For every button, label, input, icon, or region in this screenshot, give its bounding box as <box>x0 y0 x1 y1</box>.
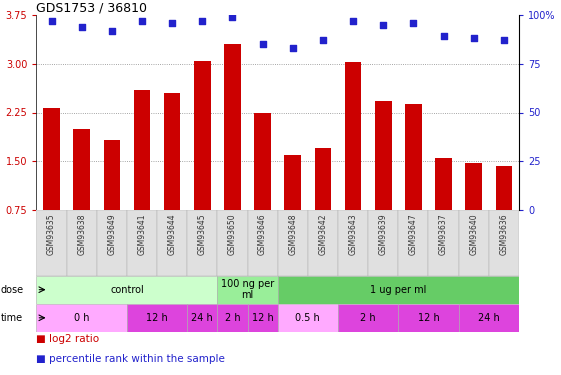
Text: 12 h: 12 h <box>146 313 168 323</box>
Text: GSM93637: GSM93637 <box>439 213 448 255</box>
Bar <box>254 112 271 210</box>
Point <box>319 38 328 44</box>
Point <box>47 18 56 24</box>
Text: GSM93641: GSM93641 <box>137 213 146 255</box>
Bar <box>164 93 181 210</box>
Bar <box>345 63 361 210</box>
Text: GSM93644: GSM93644 <box>168 213 177 255</box>
Bar <box>284 155 301 210</box>
Text: GSM93635: GSM93635 <box>47 213 56 255</box>
Bar <box>278 276 519 304</box>
Bar <box>218 276 278 304</box>
Bar <box>36 304 127 332</box>
Point <box>228 14 237 20</box>
Bar <box>134 90 150 210</box>
Text: 0 h: 0 h <box>74 313 89 323</box>
Text: 24 h: 24 h <box>478 313 500 323</box>
Point <box>77 24 86 30</box>
Text: control: control <box>110 285 144 295</box>
Text: 12 h: 12 h <box>417 313 439 323</box>
Text: GSM93640: GSM93640 <box>469 213 478 255</box>
Text: 24 h: 24 h <box>191 313 213 323</box>
Point <box>288 45 297 51</box>
Text: 0.5 h: 0.5 h <box>296 313 320 323</box>
Text: GSM93648: GSM93648 <box>288 213 297 255</box>
Bar <box>308 210 338 276</box>
Text: GSM93650: GSM93650 <box>228 213 237 255</box>
Point <box>439 33 448 39</box>
Bar <box>194 60 210 210</box>
Bar <box>157 210 187 276</box>
Bar <box>315 148 331 210</box>
Bar <box>368 210 398 276</box>
Bar <box>398 304 459 332</box>
Bar <box>104 141 120 210</box>
Text: 1 ug per ml: 1 ug per ml <box>370 285 426 295</box>
Text: 2 h: 2 h <box>360 313 376 323</box>
Bar <box>67 210 97 276</box>
Text: 2 h: 2 h <box>224 313 240 323</box>
Text: 100 ng per
ml: 100 ng per ml <box>221 279 274 300</box>
Bar <box>43 108 60 210</box>
Bar <box>247 210 278 276</box>
Text: GSM93645: GSM93645 <box>198 213 207 255</box>
Point <box>107 28 116 34</box>
Bar <box>405 104 422 210</box>
Text: GSM93646: GSM93646 <box>258 213 267 255</box>
Text: GDS1753 / 36810: GDS1753 / 36810 <box>36 2 148 15</box>
Bar <box>187 304 218 332</box>
Bar <box>218 210 247 276</box>
Point <box>168 20 177 26</box>
Text: dose: dose <box>1 285 24 295</box>
Bar <box>187 210 218 276</box>
Text: time: time <box>1 313 22 323</box>
Bar <box>97 210 127 276</box>
Bar <box>218 304 247 332</box>
Bar <box>127 304 187 332</box>
Bar <box>435 158 452 210</box>
Point <box>499 38 508 44</box>
Bar <box>495 166 512 210</box>
Bar <box>247 304 278 332</box>
Bar <box>224 44 241 210</box>
Text: ■ log2 ratio: ■ log2 ratio <box>36 334 100 344</box>
Bar <box>429 210 459 276</box>
Point <box>137 18 146 24</box>
Bar <box>127 210 157 276</box>
Point <box>258 41 267 47</box>
Bar <box>338 210 368 276</box>
Text: GSM93638: GSM93638 <box>77 213 86 255</box>
Point <box>469 35 478 41</box>
Text: GSM93642: GSM93642 <box>319 213 328 255</box>
Point <box>348 18 357 24</box>
Text: ■ percentile rank within the sample: ■ percentile rank within the sample <box>36 354 226 364</box>
Text: GSM93649: GSM93649 <box>107 213 116 255</box>
Bar <box>466 163 482 210</box>
Bar <box>73 129 90 210</box>
Bar <box>459 210 489 276</box>
Text: GSM93647: GSM93647 <box>409 213 418 255</box>
Text: GSM93643: GSM93643 <box>348 213 357 255</box>
Bar <box>278 210 308 276</box>
Point <box>409 20 418 26</box>
Bar <box>338 304 398 332</box>
Bar <box>398 210 429 276</box>
Text: GSM93636: GSM93636 <box>499 213 508 255</box>
Bar <box>459 304 519 332</box>
Point <box>379 22 388 28</box>
Text: GSM93639: GSM93639 <box>379 213 388 255</box>
Bar <box>489 210 519 276</box>
Bar <box>375 102 392 210</box>
Point <box>198 18 207 24</box>
Bar <box>278 304 338 332</box>
Text: 12 h: 12 h <box>252 313 274 323</box>
Bar <box>36 276 218 304</box>
Bar <box>36 210 67 276</box>
